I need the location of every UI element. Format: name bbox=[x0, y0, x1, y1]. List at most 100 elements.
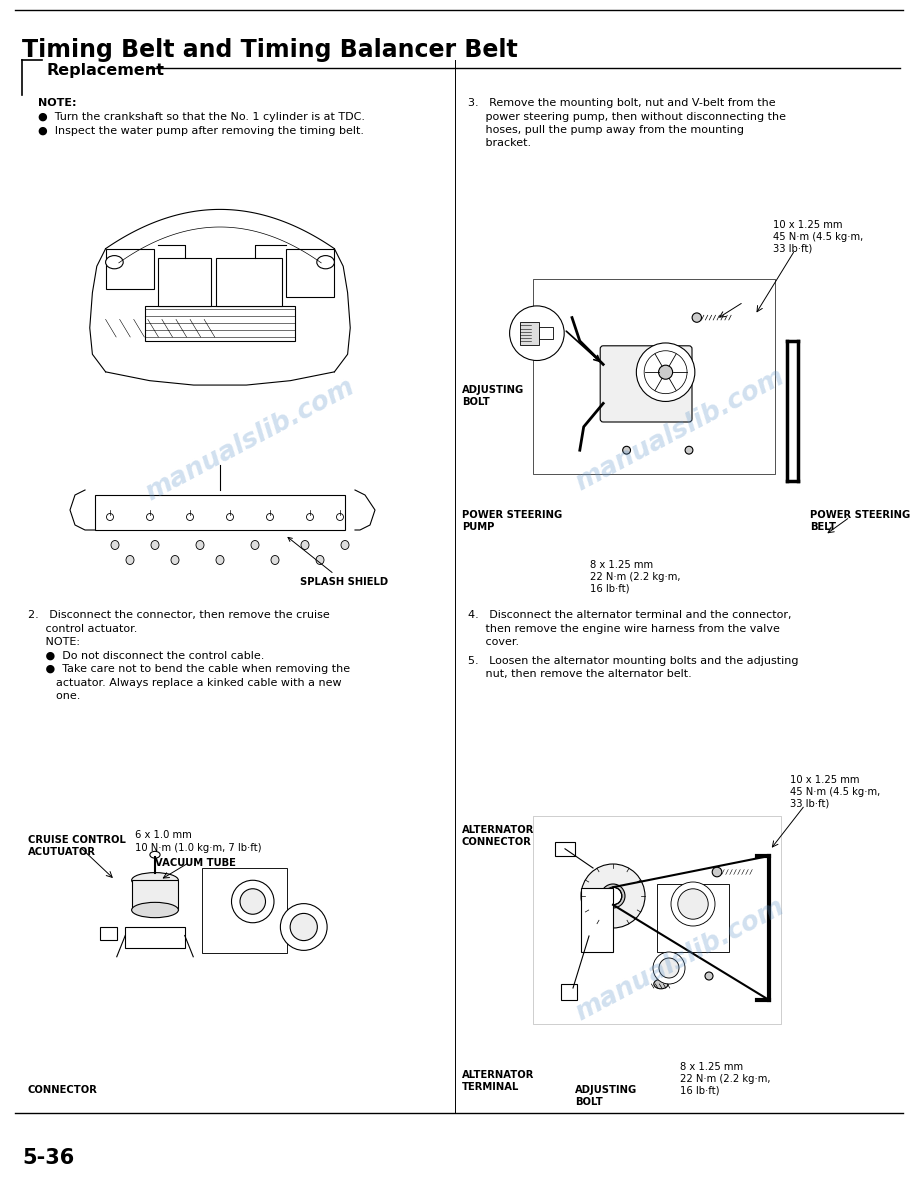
Text: 10 x 1.25 mm
45 N·m (4.5 kg·m,
33 lb·ft): 10 x 1.25 mm 45 N·m (4.5 kg·m, 33 lb·ft) bbox=[773, 220, 863, 253]
Text: ADJUSTING
BOLT: ADJUSTING BOLT bbox=[575, 1085, 637, 1106]
Ellipse shape bbox=[341, 541, 349, 550]
Ellipse shape bbox=[216, 556, 224, 564]
Text: one.: one. bbox=[28, 691, 81, 701]
Ellipse shape bbox=[231, 880, 274, 923]
Ellipse shape bbox=[337, 513, 343, 520]
Ellipse shape bbox=[671, 881, 715, 925]
Text: then remove the engine wire harness from the valve: then remove the engine wire harness from… bbox=[468, 624, 780, 633]
Ellipse shape bbox=[685, 447, 693, 454]
Ellipse shape bbox=[654, 979, 668, 988]
Ellipse shape bbox=[705, 972, 713, 980]
Text: 6 x 1.0 mm: 6 x 1.0 mm bbox=[135, 830, 192, 840]
Text: 5-36: 5-36 bbox=[22, 1148, 74, 1168]
FancyBboxPatch shape bbox=[561, 984, 577, 1000]
Ellipse shape bbox=[240, 889, 265, 915]
Text: 8 x 1.25 mm
22 N·m (2.2 kg·m,
16 lb·ft): 8 x 1.25 mm 22 N·m (2.2 kg·m, 16 lb·ft) bbox=[590, 560, 680, 593]
Ellipse shape bbox=[581, 864, 645, 928]
Ellipse shape bbox=[509, 305, 565, 360]
Text: POWER STEERING
BELT: POWER STEERING BELT bbox=[810, 510, 911, 531]
FancyBboxPatch shape bbox=[657, 884, 729, 952]
Ellipse shape bbox=[659, 958, 679, 978]
Ellipse shape bbox=[196, 541, 204, 550]
Ellipse shape bbox=[280, 904, 327, 950]
Text: manualslib.com: manualslib.com bbox=[140, 374, 359, 506]
FancyBboxPatch shape bbox=[202, 867, 286, 953]
Text: manualslib.com: manualslib.com bbox=[571, 364, 789, 497]
Text: manualslib.com: manualslib.com bbox=[571, 893, 789, 1026]
FancyBboxPatch shape bbox=[533, 279, 775, 474]
FancyBboxPatch shape bbox=[106, 249, 154, 289]
Ellipse shape bbox=[316, 556, 324, 564]
Text: 8 x 1.25 mm
22 N·m (2.2 kg·m,
16 lb·ft): 8 x 1.25 mm 22 N·m (2.2 kg·m, 16 lb·ft) bbox=[680, 1062, 770, 1095]
Text: ●  Turn the crankshaft so that the No. 1 cylinder is at TDC.: ● Turn the crankshaft so that the No. 1 … bbox=[38, 112, 365, 122]
FancyBboxPatch shape bbox=[159, 258, 211, 307]
Ellipse shape bbox=[106, 513, 114, 520]
Text: CONNECTOR: CONNECTOR bbox=[28, 1085, 98, 1095]
Text: control actuator.: control actuator. bbox=[28, 624, 138, 633]
Text: 4.   Disconnect the alternator terminal and the connector,: 4. Disconnect the alternator terminal an… bbox=[468, 609, 791, 620]
Ellipse shape bbox=[601, 884, 625, 908]
FancyBboxPatch shape bbox=[286, 249, 334, 297]
Text: actuator. Always replace a kinked cable with a new: actuator. Always replace a kinked cable … bbox=[28, 677, 341, 688]
FancyBboxPatch shape bbox=[600, 346, 692, 422]
FancyBboxPatch shape bbox=[581, 887, 613, 952]
Text: ●  Do not disconnect the control cable.: ● Do not disconnect the control cable. bbox=[28, 651, 264, 661]
Ellipse shape bbox=[692, 312, 701, 322]
Ellipse shape bbox=[151, 541, 159, 550]
Text: Replacement: Replacement bbox=[46, 63, 164, 78]
Ellipse shape bbox=[301, 541, 309, 550]
Text: CRUISE CONTROL
ACUTUATOR: CRUISE CONTROL ACUTUATOR bbox=[28, 835, 126, 857]
Text: VACUUM TUBE: VACUUM TUBE bbox=[155, 858, 236, 868]
FancyBboxPatch shape bbox=[555, 841, 576, 857]
FancyBboxPatch shape bbox=[95, 495, 345, 530]
Text: ALTERNATOR
CONNECTOR: ALTERNATOR CONNECTOR bbox=[462, 824, 534, 847]
Ellipse shape bbox=[317, 255, 334, 268]
FancyBboxPatch shape bbox=[533, 816, 781, 1024]
Ellipse shape bbox=[106, 255, 123, 268]
Text: Timing Belt and Timing Balancer Belt: Timing Belt and Timing Balancer Belt bbox=[22, 38, 518, 62]
Text: NOTE:: NOTE: bbox=[28, 637, 80, 647]
Ellipse shape bbox=[307, 513, 314, 520]
Ellipse shape bbox=[126, 556, 134, 564]
FancyBboxPatch shape bbox=[100, 927, 117, 940]
Text: ADJUSTING
BOLT: ADJUSTING BOLT bbox=[462, 385, 524, 406]
FancyBboxPatch shape bbox=[520, 322, 539, 345]
Ellipse shape bbox=[150, 852, 160, 858]
Text: 10 N·m (1.0 kg·m, 7 lb·ft): 10 N·m (1.0 kg·m, 7 lb·ft) bbox=[135, 843, 262, 853]
FancyBboxPatch shape bbox=[132, 880, 178, 910]
Text: POWER STEERING
PUMP: POWER STEERING PUMP bbox=[462, 510, 562, 531]
Text: 2.   Disconnect the connector, then remove the cruise: 2. Disconnect the connector, then remove… bbox=[28, 609, 330, 620]
Text: ●  Take care not to bend the cable when removing the: ● Take care not to bend the cable when r… bbox=[28, 664, 350, 674]
Ellipse shape bbox=[227, 513, 233, 520]
Text: hoses, pull the pump away from the mounting: hoses, pull the pump away from the mount… bbox=[468, 125, 744, 135]
Text: NOTE:: NOTE: bbox=[38, 97, 76, 108]
Ellipse shape bbox=[251, 541, 259, 550]
Ellipse shape bbox=[266, 513, 274, 520]
Ellipse shape bbox=[131, 903, 178, 917]
Text: SPLASH SHIELD: SPLASH SHIELD bbox=[288, 537, 388, 587]
Text: power steering pump, then without disconnecting the: power steering pump, then without discon… bbox=[468, 112, 786, 121]
Ellipse shape bbox=[271, 556, 279, 564]
Text: ●  Inspect the water pump after removing the timing belt.: ● Inspect the water pump after removing … bbox=[38, 126, 364, 135]
Ellipse shape bbox=[712, 867, 722, 877]
Ellipse shape bbox=[653, 952, 685, 984]
Ellipse shape bbox=[131, 873, 178, 887]
Ellipse shape bbox=[658, 365, 673, 379]
Ellipse shape bbox=[171, 556, 179, 564]
Text: bracket.: bracket. bbox=[468, 139, 532, 148]
Text: ALTERNATOR
TERMINAL: ALTERNATOR TERMINAL bbox=[462, 1070, 534, 1092]
Ellipse shape bbox=[644, 350, 687, 393]
Ellipse shape bbox=[111, 541, 119, 550]
Ellipse shape bbox=[186, 513, 194, 520]
Ellipse shape bbox=[622, 447, 631, 454]
Ellipse shape bbox=[636, 343, 695, 402]
FancyBboxPatch shape bbox=[145, 307, 295, 341]
FancyBboxPatch shape bbox=[539, 327, 554, 340]
Text: cover.: cover. bbox=[468, 637, 519, 647]
Text: 5.   Loosen the alternator mounting bolts and the adjusting: 5. Loosen the alternator mounting bolts … bbox=[468, 656, 799, 665]
Ellipse shape bbox=[147, 513, 153, 520]
Ellipse shape bbox=[677, 889, 708, 920]
Text: 3.   Remove the mounting bolt, nut and V-belt from the: 3. Remove the mounting bolt, nut and V-b… bbox=[468, 97, 776, 108]
Text: nut, then remove the alternator belt.: nut, then remove the alternator belt. bbox=[468, 669, 692, 680]
Ellipse shape bbox=[604, 887, 621, 905]
